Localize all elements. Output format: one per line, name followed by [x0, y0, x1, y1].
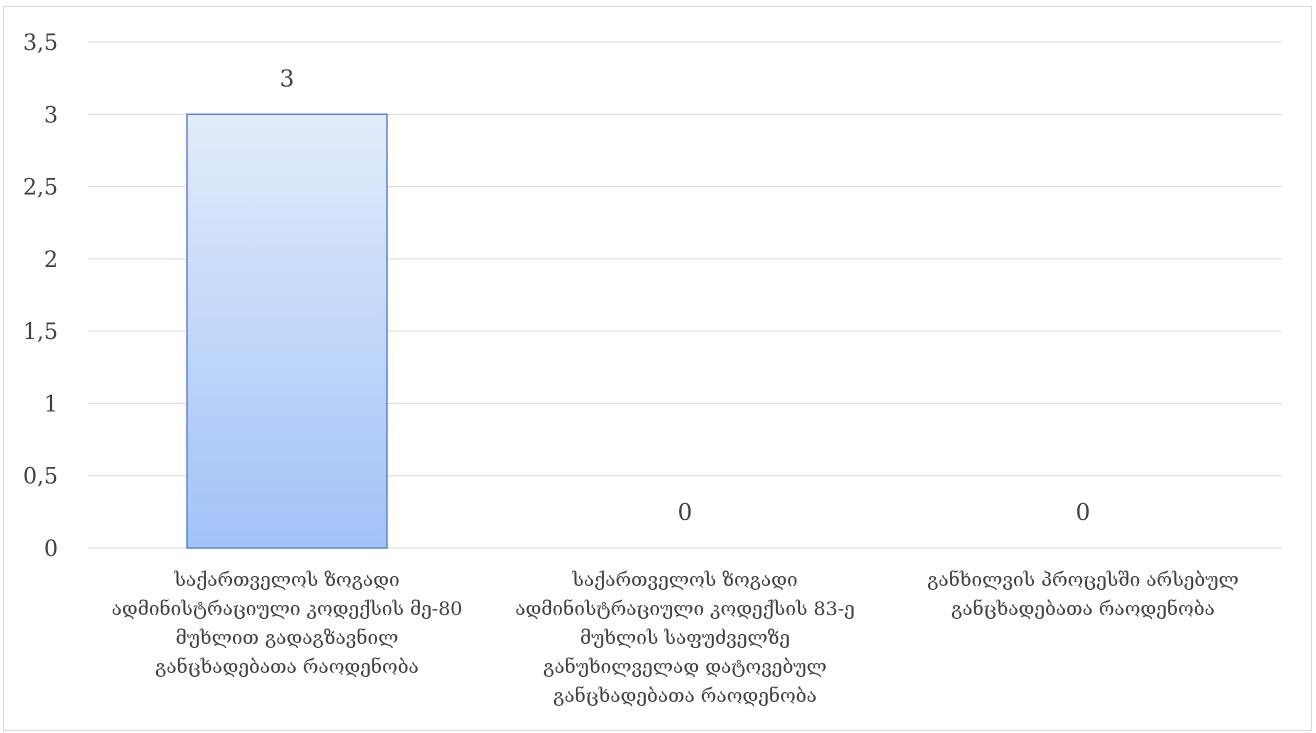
category-label-line: განუხილველად დატოვებულ — [543, 656, 827, 678]
category-label-line: განხილვის პროცესში არსებულ — [927, 569, 1239, 591]
y-tick-label: 1,5 — [23, 320, 58, 345]
category-label: საქართველოს ზოგადი ადმინისტრაციული კოდექს… — [112, 569, 463, 678]
y-tick-label: 2,5 — [23, 176, 58, 201]
category-label-line: საქართველოს ზოგადი — [571, 569, 797, 591]
category-label-line: მუხლის საფუძველზე — [580, 627, 790, 649]
y-axis-tick-labels: 0 0,5 1 1,5 2 2,5 3 3,5 — [23, 31, 58, 562]
data-label: 0 — [678, 500, 693, 526]
category-label-line: მუხლით გადაგზავნილ — [176, 627, 399, 649]
y-tick-label: 3,5 — [23, 31, 58, 56]
y-tick-label: 0 — [44, 537, 58, 562]
category-label-line: ადმინისტრაციული კოდექსის მე-80 — [112, 598, 463, 620]
category-label-line: განცხადებათა რაოდენობა — [553, 685, 817, 707]
data-label: 0 — [1076, 500, 1091, 526]
y-tick-label: 2 — [44, 248, 58, 273]
category-label-line: განცხადებათა რაოდენობა — [155, 656, 419, 678]
category-label: საქართველოს ზოგადი ადმინისტრაციული კოდექს… — [515, 569, 855, 707]
category-label-line: ადმინისტრაციული კოდექსის 83-ე — [515, 598, 855, 620]
bars — [186, 113, 388, 549]
bar — [186, 113, 388, 549]
category-label: განხილვის პროცესში არსებულ განცხადებათა რ… — [927, 569, 1239, 620]
data-label: 3 — [280, 66, 295, 92]
category-labels: საქართველოს ზოგადი ადმინისტრაციული კოდექს… — [112, 569, 1239, 707]
data-labels: 3 0 0 — [280, 66, 1091, 526]
y-tick-label: 0,5 — [23, 465, 58, 490]
y-tick-label: 1 — [44, 392, 58, 417]
category-label-line: საქართველოს ზოგადი — [173, 569, 399, 591]
category-label-line: განცხადებათა რაოდენობა — [951, 598, 1215, 620]
y-tick-label: 3 — [44, 103, 58, 128]
